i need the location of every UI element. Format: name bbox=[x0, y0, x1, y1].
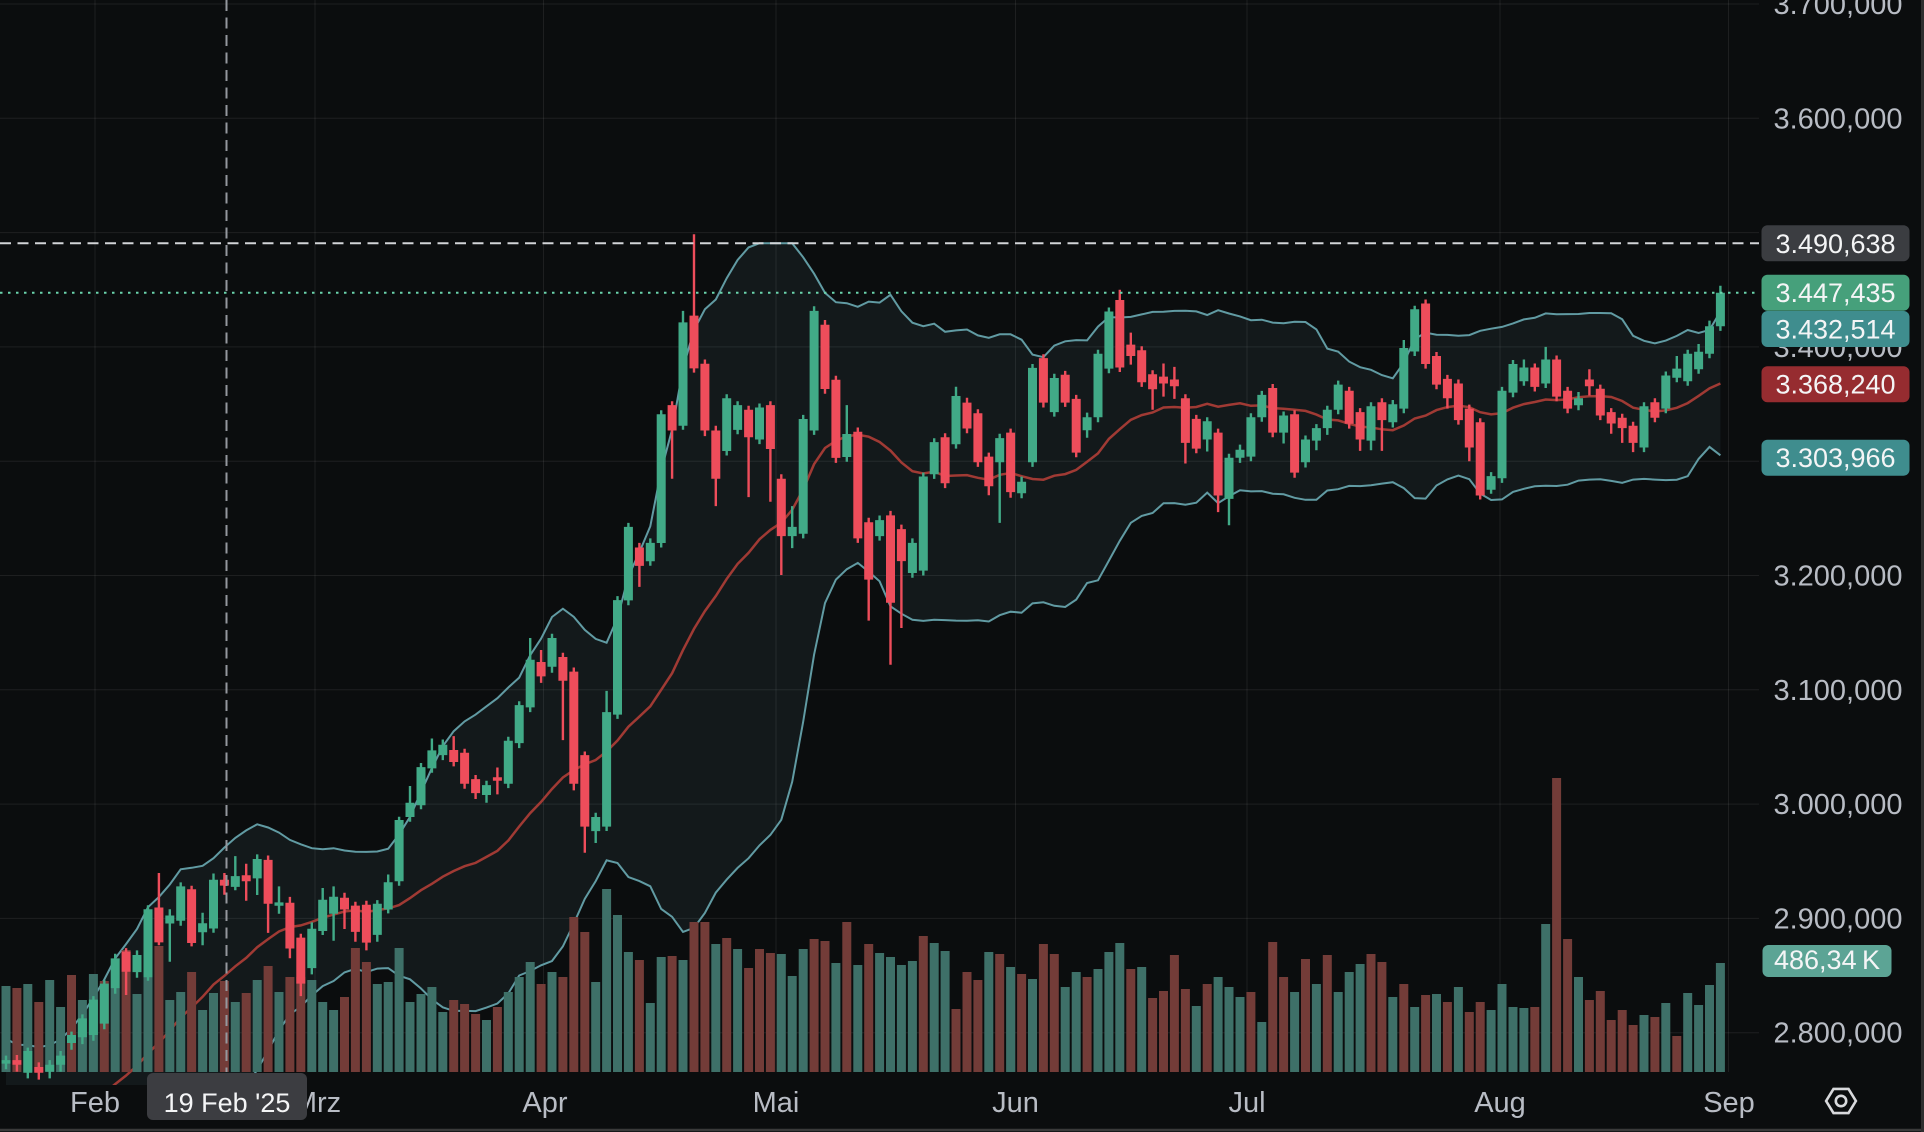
svg-text:Feb: Feb bbox=[70, 1087, 120, 1119]
svg-text:2.900,000: 2.900,000 bbox=[1773, 903, 1902, 935]
svg-text:19 Feb '25: 19 Feb '25 bbox=[164, 1088, 291, 1118]
svg-text:3.700,000: 3.700,000 bbox=[1773, 0, 1902, 21]
svg-text:Aug: Aug bbox=[1474, 1087, 1526, 1119]
svg-text:486,34 K: 486,34 K bbox=[1774, 945, 1880, 975]
svg-text:2.800,000: 2.800,000 bbox=[1773, 1018, 1902, 1050]
svg-text:3.600,000: 3.600,000 bbox=[1773, 103, 1902, 135]
svg-text:Apr: Apr bbox=[522, 1087, 567, 1119]
svg-text:Mai: Mai bbox=[753, 1087, 800, 1119]
svg-text:Sep: Sep bbox=[1703, 1087, 1755, 1119]
svg-text:3.447,435: 3.447,435 bbox=[1775, 278, 1895, 308]
svg-text:3.490,638: 3.490,638 bbox=[1775, 229, 1895, 259]
svg-text:3.100,000: 3.100,000 bbox=[1773, 675, 1902, 707]
svg-text:3.000,000: 3.000,000 bbox=[1773, 789, 1902, 821]
svg-text:3.432,514: 3.432,514 bbox=[1775, 315, 1895, 345]
svg-text:Jun: Jun bbox=[992, 1087, 1039, 1119]
svg-text:3.200,000: 3.200,000 bbox=[1773, 561, 1902, 593]
svg-text:3.368,240: 3.368,240 bbox=[1775, 370, 1895, 400]
svg-text:3.303,966: 3.303,966 bbox=[1775, 443, 1895, 473]
svg-text:Jul: Jul bbox=[1228, 1087, 1265, 1119]
